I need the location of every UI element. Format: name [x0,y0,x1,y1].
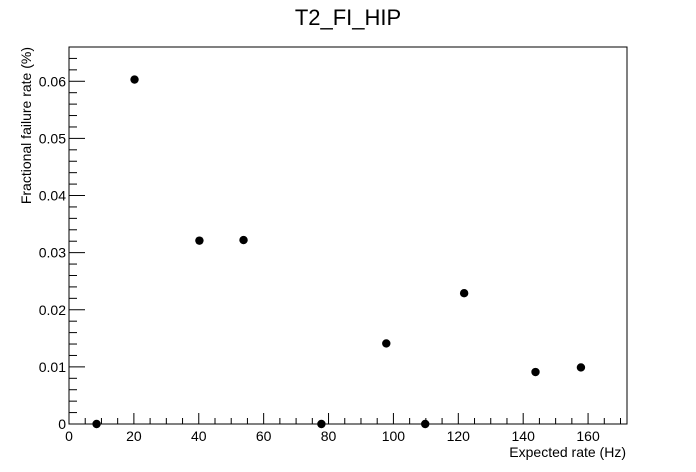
data-point [382,339,391,348]
x-tick-label: 140 [512,428,536,444]
x-tick-label: 160 [576,428,600,444]
x-tick-label: 20 [126,428,142,444]
chart-title: T2_FI_HIP [295,5,401,30]
y-axis-tick-labels: 0 0.01 0.02 0.03 0.04 0.05 0.06 [39,73,66,432]
x-tick-label: 100 [382,428,406,444]
y-axis-label: Fractional failure rate (%) [18,47,34,204]
x-tick-label: 80 [321,428,337,444]
data-point [576,363,586,372]
y-tick-label: 0.06 [39,73,66,89]
y-tick-label: 0.01 [39,359,66,375]
y-tick-label: 0.04 [39,188,66,204]
x-tick-label: 60 [256,428,272,444]
data-point [317,419,326,429]
x-axis-ticks [68,413,622,424]
data-point [130,75,139,84]
data-point [239,235,248,245]
x-tick-label: 40 [191,428,207,444]
y-axis-ticks [69,46,85,425]
y-tick-label: 0 [58,416,66,432]
x-axis-label: Expected rate (Hz) [509,444,626,460]
y-tick-label: 0.05 [39,130,66,146]
x-tick-label: 120 [447,428,471,444]
data-point [459,288,469,298]
data-points [92,75,586,429]
y-tick-label: 0.03 [39,245,66,261]
data-point [92,419,101,429]
plot-frame [68,46,628,425]
data-point [421,419,430,429]
x-axis-tick-labels: 0 20 40 60 80 100 120 140 160 [65,428,600,444]
x-tick-label: 0 [65,428,73,444]
data-point [531,367,540,377]
data-point [195,236,204,245]
y-tick-label: 0.02 [39,302,66,318]
